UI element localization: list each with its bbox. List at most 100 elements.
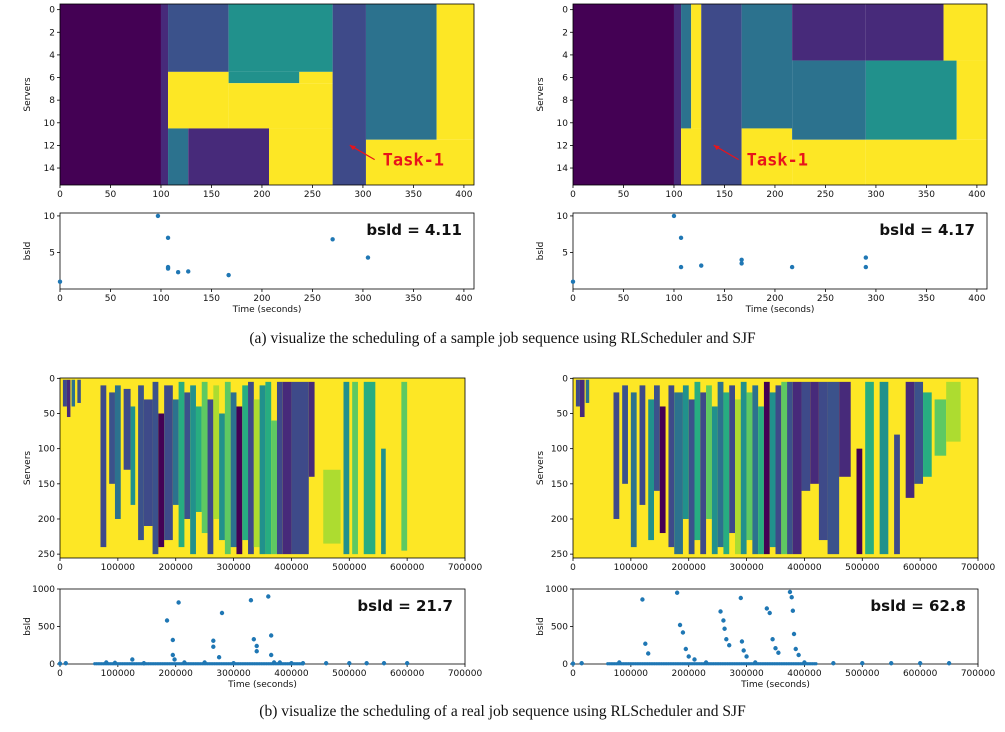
x-tick-label: 200000	[672, 669, 707, 679]
x-tick-group: 0 100000 200000 300000 400000 500000 600000 700…	[570, 664, 995, 679]
x-tick-label: 200	[253, 294, 270, 304]
y-axis-label: Servers	[536, 77, 546, 112]
y-tick-label: 50	[44, 410, 56, 420]
x-tick-label: 250	[304, 190, 321, 200]
job-strip	[401, 381, 408, 551]
data-point	[165, 266, 171, 271]
job-strip	[265, 381, 272, 555]
x-tick-label: 700000	[961, 563, 996, 573]
job-block	[168, 128, 189, 185]
job-strip	[801, 381, 811, 491]
x-tick-label: 50	[105, 190, 117, 200]
job-strip	[259, 385, 266, 555]
job-strip	[729, 385, 735, 534]
data-point	[254, 649, 259, 654]
a-right-heatmap: 0 50 100 150 200 250 300 350 400 0 2 4 6 8 10 12 14 Serve…	[536, 3, 988, 200]
y-tick-label: 8	[562, 96, 568, 106]
x-tick-label: 300	[867, 294, 884, 304]
job-block	[865, 60, 957, 140]
x-tick-label: 200	[766, 190, 783, 200]
job-strip	[575, 379, 580, 407]
scatter-points	[57, 213, 371, 284]
x-tick-group: 0 100000 200000 300000 400000 500000 600000 700…	[57, 558, 482, 573]
y-tick-label: 4	[562, 51, 568, 61]
plot-frame	[572, 3, 988, 186]
data-point	[718, 609, 723, 614]
y-axis-label: Servers	[536, 451, 546, 486]
job-strip	[100, 385, 107, 548]
y-tick-group: 5 10	[44, 212, 60, 258]
job-strip	[746, 392, 753, 541]
x-tick-group: 0 50 100 150 200 250 300 350 400	[570, 185, 986, 200]
x-tick-label: 600000	[390, 563, 425, 573]
job-block	[60, 4, 161, 185]
data-point	[175, 269, 181, 275]
job-strip	[271, 420, 277, 555]
job-strip	[248, 381, 254, 555]
data-point	[703, 660, 709, 665]
data-point	[404, 661, 410, 666]
job-strip	[688, 399, 695, 555]
job-strip	[654, 385, 660, 491]
y-tick-group: 0 2 4 6 8 10 12 14	[44, 6, 60, 174]
x-tick-label: 100000	[614, 669, 649, 679]
y-tick-label: 500	[38, 623, 55, 633]
data-point	[793, 646, 798, 652]
job-strip	[711, 406, 718, 555]
data-point	[802, 660, 807, 665]
data-point	[57, 661, 63, 666]
data-point	[170, 652, 176, 658]
y-axis-label: bsld	[23, 617, 33, 636]
data-point	[289, 661, 294, 666]
data-point	[254, 643, 259, 649]
x-tick-label: 600000	[903, 563, 938, 573]
data-point	[776, 650, 781, 655]
job-strip	[158, 413, 165, 548]
y-tick-label: 2	[562, 28, 568, 38]
data-point	[741, 648, 746, 653]
b-right-heatmap: 0 100000 200000 300000 400000 500000 600000 700…	[536, 374, 995, 573]
scatter-points	[570, 213, 869, 284]
data-point	[248, 598, 254, 603]
data-point	[773, 646, 778, 651]
y-tick-label: 2	[49, 28, 55, 38]
data-point	[202, 660, 207, 665]
job-block	[228, 71, 300, 84]
job-strip	[143, 399, 153, 527]
plot-frame	[572, 377, 979, 559]
job-strip	[195, 406, 202, 512]
job-strip	[138, 385, 144, 541]
job-block	[741, 128, 793, 185]
job-strip	[114, 385, 121, 519]
plot-frame	[572, 212, 988, 290]
job-strip	[109, 392, 115, 484]
job-strip	[242, 385, 249, 541]
job-strip	[172, 399, 179, 505]
x-tick-group: 0 50 100 150 200 250 300 350 400	[57, 289, 473, 304]
data-point	[365, 255, 371, 260]
data-point	[130, 657, 135, 662]
data-point	[678, 264, 684, 270]
job-strip	[810, 381, 819, 484]
heatmap-cells	[573, 378, 978, 558]
data-point	[323, 661, 329, 666]
job-strip	[879, 381, 889, 555]
data-point	[678, 235, 684, 241]
data-point	[680, 630, 686, 635]
x-tick-label: 100000	[614, 563, 649, 573]
job-block	[160, 4, 169, 185]
x-tick-label: 150	[716, 190, 733, 200]
x-tick-label: 200000	[672, 563, 707, 573]
x-axis-label: Time (seconds)	[232, 305, 302, 315]
x-tick-label: 500000	[332, 669, 367, 679]
y-tick-label: 250	[551, 550, 568, 560]
y-tick-group: 0 50 100 150 200 250	[551, 374, 573, 560]
x-tick-label: 400000	[787, 669, 822, 679]
job-block	[956, 60, 987, 140]
y-tick-label: 0	[49, 660, 55, 670]
data-point	[789, 595, 794, 600]
data-point	[753, 660, 758, 665]
y-tick-label: 5	[562, 248, 568, 258]
a-right-bsld: 0 50 100 150 200 250 300 350 400 5 10 bsld Time (sec…	[536, 212, 988, 315]
job-strip	[946, 381, 961, 442]
